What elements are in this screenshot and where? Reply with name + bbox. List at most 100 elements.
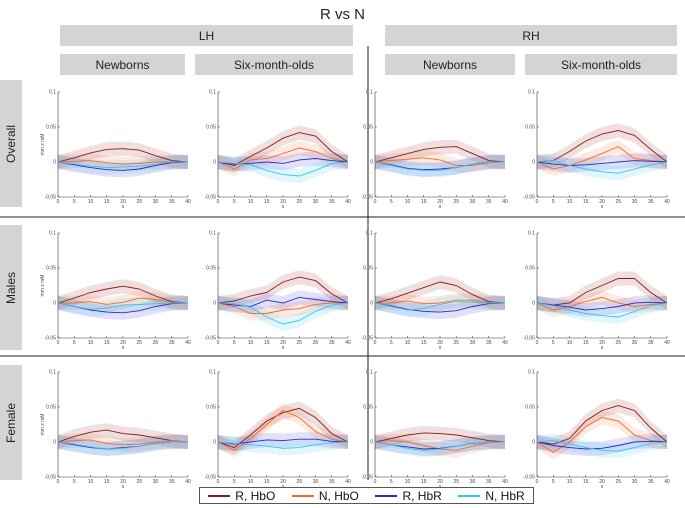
row-header-overall: Overall xyxy=(0,80,22,207)
x-tick-label: 10 xyxy=(248,340,254,346)
error-band-r-hbo xyxy=(375,139,505,169)
legend-item-r-hbo: R, HbO xyxy=(208,489,275,503)
error-band-r-hbo xyxy=(218,401,348,455)
series-line-n-hbr xyxy=(217,302,349,325)
y-tick-label: 0.05 xyxy=(525,266,535,272)
x-axis-label: s xyxy=(122,204,125,210)
x-tick-label: 10 xyxy=(248,479,254,485)
y-tick-label: -0.05 xyxy=(524,195,536,201)
series-line-n-hbo xyxy=(217,147,349,170)
error-band-r-hbr xyxy=(375,435,505,456)
x-tick-label: 15 xyxy=(104,199,110,205)
series-line-r-hbo xyxy=(536,278,668,306)
series-line-r-hbo xyxy=(217,132,349,166)
x-tick-label: 15 xyxy=(421,479,427,485)
error-band-n-hbo xyxy=(218,141,348,176)
series-line-r-hbo xyxy=(374,281,506,304)
x-tick-label: 10 xyxy=(88,479,94,485)
x-tick-label: 20 xyxy=(437,199,443,205)
x-tick-label: 0 xyxy=(57,340,60,346)
y-tick-label: 0 xyxy=(53,160,56,166)
y-tick-label: 0.05 xyxy=(46,405,56,411)
error-band-r-hbr xyxy=(58,296,188,320)
x-tick-label: 5 xyxy=(552,479,555,485)
x-tick-label: 30 xyxy=(632,340,638,346)
x-tick-label: 30 xyxy=(153,199,159,205)
x-tick-label: 15 xyxy=(104,479,110,485)
x-tick-label: 20 xyxy=(599,199,605,205)
error-band-r-hbo xyxy=(537,271,667,313)
x-tick-label: 35 xyxy=(648,199,654,205)
y-tick-label: 0.1 xyxy=(209,231,216,237)
y-tick-label: 0.1 xyxy=(366,231,373,237)
x-tick-label: 30 xyxy=(313,340,319,346)
x-axis-label: s xyxy=(282,204,285,210)
error-band-n-hbo xyxy=(218,403,348,458)
figure-title: R vs N xyxy=(320,6,365,23)
y-tick-label: 0 xyxy=(370,440,373,446)
series-line-n-hbr xyxy=(374,301,505,311)
y-tick-label: 0 xyxy=(370,301,373,307)
group-header-lh-newborns: Newborns xyxy=(60,54,185,75)
x-tick-label: 40 xyxy=(185,340,191,346)
y-tick-label: 0 xyxy=(370,160,373,166)
series-line-n-hbr xyxy=(217,161,349,177)
series-line-r-hbr xyxy=(217,438,349,445)
error-band-n-hbo xyxy=(218,296,348,321)
series-line-n-hbo xyxy=(217,409,349,451)
x-tick-label: 0 xyxy=(217,199,220,205)
error-band-n-hbr xyxy=(58,155,188,175)
x-tick-label: 40 xyxy=(502,479,508,485)
x-tick-label: 35 xyxy=(486,199,492,205)
error-band-r-hbr xyxy=(218,432,348,452)
x-tick-label: 40 xyxy=(185,199,191,205)
x-tick-label: 30 xyxy=(632,479,638,485)
y-tick-label: 0 xyxy=(53,440,56,446)
x-tick-label: 5 xyxy=(390,340,393,346)
x-tick-label: 35 xyxy=(329,479,335,485)
x-tick-label: 40 xyxy=(345,479,351,485)
x-tick-label: 0 xyxy=(536,340,539,346)
series-line-n-hbr xyxy=(536,302,668,318)
x-tick-label: 15 xyxy=(264,340,270,346)
y-tick-label: 0 xyxy=(532,301,535,307)
error-band-n-hbr xyxy=(218,435,348,456)
x-tick-label: 15 xyxy=(583,479,589,485)
row-header-female: Female xyxy=(0,365,22,480)
x-tick-label: 20 xyxy=(120,199,126,205)
error-band-r-hbo xyxy=(58,279,188,310)
group-header-rh-newborns: Newborns xyxy=(385,54,515,75)
x-axis-label: s xyxy=(282,345,285,351)
error-band-r-hbr xyxy=(58,435,188,456)
x-tick-label: 35 xyxy=(486,479,492,485)
y-tick-label: -0.05 xyxy=(524,475,536,481)
x-tick-label: 20 xyxy=(280,340,286,346)
series-line-n-hbo xyxy=(374,157,506,166)
error-band-n-hbr xyxy=(218,155,348,183)
x-tick-label: 35 xyxy=(329,199,335,205)
x-tick-label: 10 xyxy=(567,340,573,346)
y-tick-label: -0.05 xyxy=(362,475,374,481)
y-tick-label: 0.05 xyxy=(46,266,56,272)
legend-item-n-hbo: N, HbO xyxy=(291,489,359,503)
error-band-r-hbo xyxy=(218,125,348,173)
y-tick-label: 0.1 xyxy=(528,90,535,96)
x-tick-label: 0 xyxy=(57,479,60,485)
y-tick-label: -0.05 xyxy=(205,475,217,481)
x-tick-label: 40 xyxy=(664,340,670,346)
series-line-n-hbo xyxy=(58,297,189,305)
y-tick-label: 0.1 xyxy=(49,370,56,376)
x-tick-label: 25 xyxy=(615,340,621,346)
y-tick-label: -0.05 xyxy=(205,195,217,201)
series-line-n-hbr xyxy=(374,441,505,451)
x-tick-label: 25 xyxy=(615,199,621,205)
x-tick-label: 30 xyxy=(470,340,476,346)
x-tick-label: 30 xyxy=(153,479,159,485)
error-band-r-hbr xyxy=(537,295,667,317)
y-tick-label: -0.05 xyxy=(524,336,536,342)
x-tick-label: 30 xyxy=(153,340,159,346)
y-tick-label: 0.05 xyxy=(206,125,216,131)
